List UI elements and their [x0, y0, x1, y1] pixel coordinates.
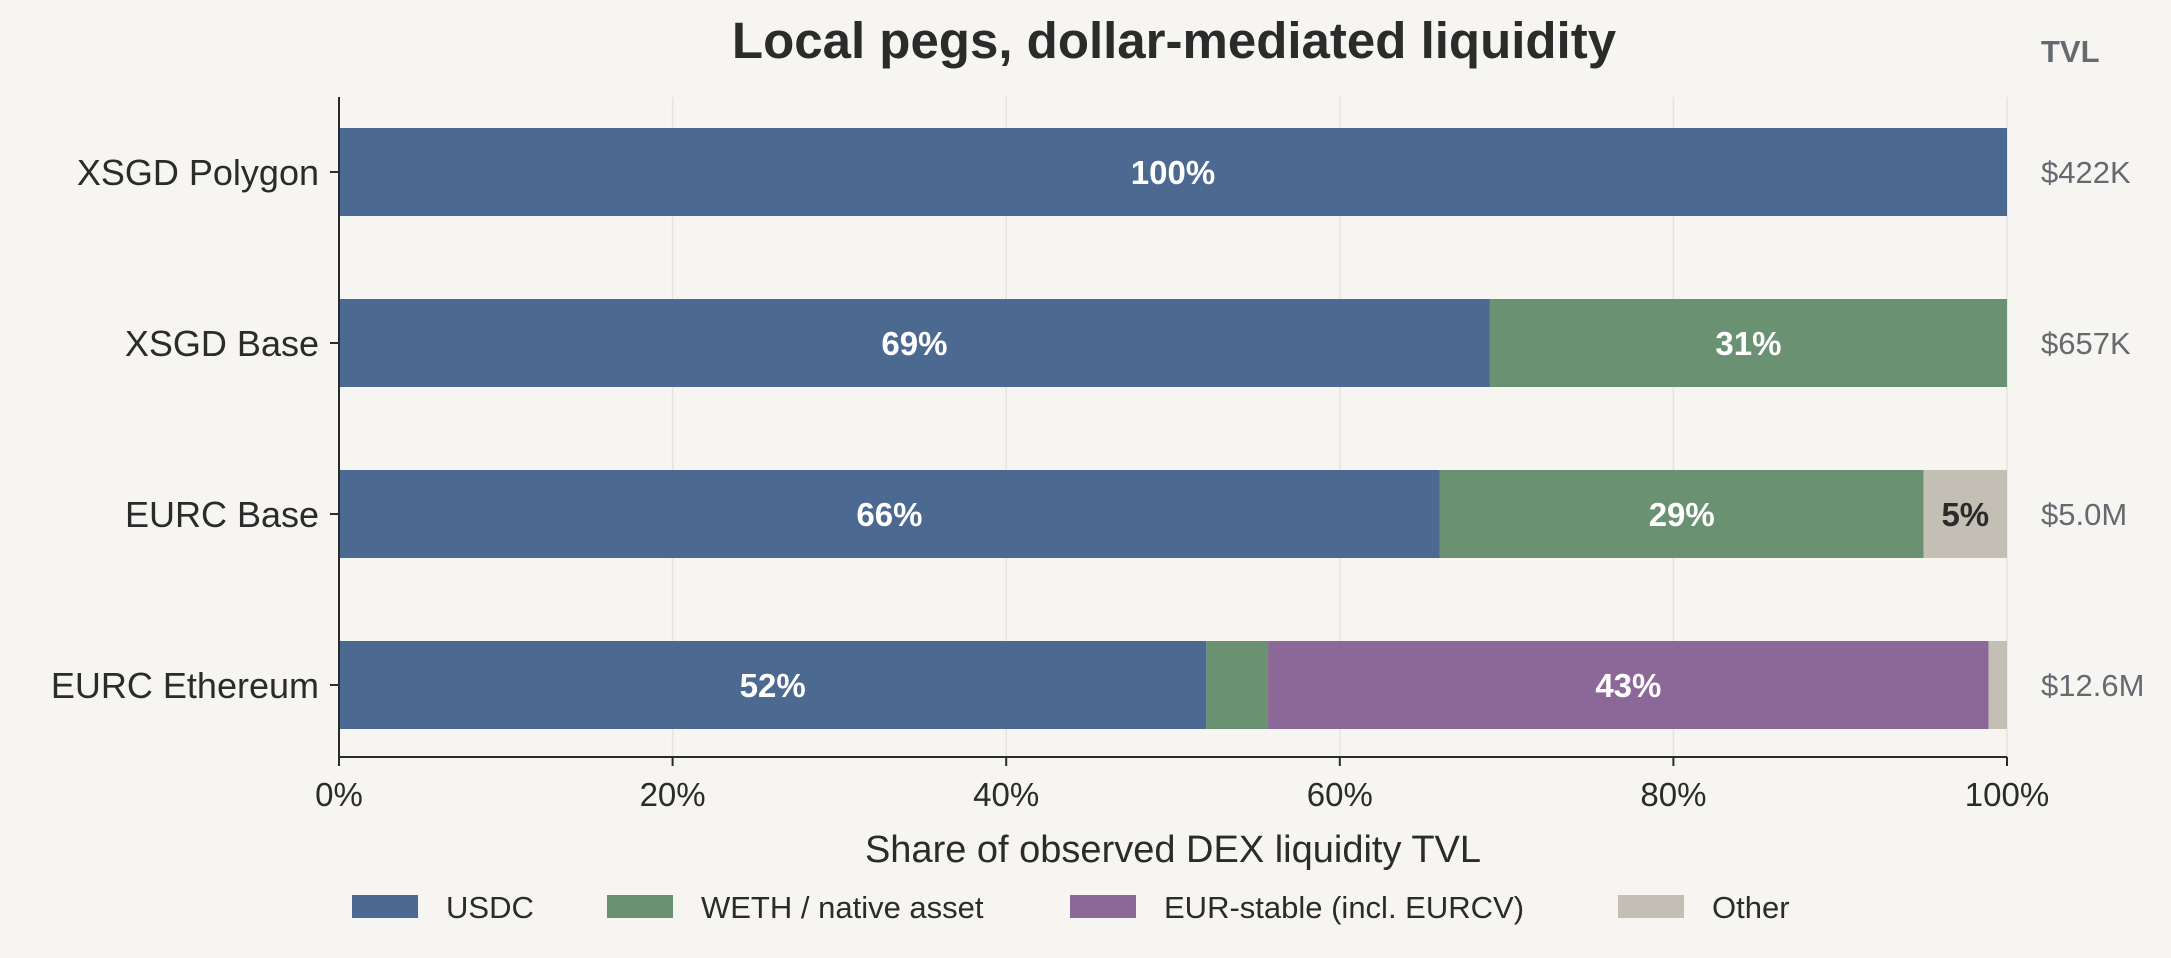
bar-value-label: 43%: [1595, 667, 1661, 704]
tvl-value: $5.0M: [2041, 497, 2127, 532]
category-label: EURC Ethereum: [51, 665, 319, 706]
bar-value-label: 31%: [1715, 325, 1781, 362]
legend-swatch: [1618, 895, 1684, 918]
x-tick-label: 0%: [315, 776, 363, 813]
bar-segment: [339, 641, 1207, 729]
x-tick-label: 80%: [1640, 776, 1706, 813]
bar-segment: [339, 128, 2007, 216]
legend-label: USDC: [446, 890, 534, 925]
bar-segment: [1988, 641, 2007, 729]
x-tick-label: 60%: [1307, 776, 1373, 813]
bar-value-label: 100%: [1131, 154, 1215, 191]
legend-label: Other: [1712, 890, 1790, 925]
category-label: EURC Base: [125, 494, 319, 535]
tvl-value: $422K: [2041, 155, 2131, 190]
legend-swatch: [1070, 895, 1136, 918]
bar-segment: [1439, 470, 1924, 558]
bar-value-label: 69%: [881, 325, 947, 362]
bar-value-label: 29%: [1649, 496, 1715, 533]
category-label: XSGD Polygon: [77, 152, 319, 193]
bars: 100% 69% 31% 66% 29% 5% 52% 43%: [339, 128, 2007, 729]
tvl-value: $12.6M: [2041, 668, 2144, 703]
tvl-value: $657K: [2041, 326, 2131, 361]
bar-segment: [1923, 470, 2007, 558]
bar-value-label: 52%: [740, 667, 806, 704]
bar-value-label: 66%: [856, 496, 922, 533]
bar-segment: [339, 299, 1490, 387]
bar-segment: [339, 470, 1440, 558]
category-label: XSGD Base: [125, 323, 319, 364]
legend: USDC WETH / native asset EUR-stable (incl.…: [352, 890, 1790, 925]
bar-segment: [1268, 641, 1989, 729]
axes: 0% 20% 40% 60% 80% 100% XSGD Polygon $422K XSGD …: [51, 97, 2144, 813]
tvl-column-header: TVL: [2041, 34, 2100, 69]
x-axis-title: Share of observed DEX liquidity TVL: [865, 829, 1481, 871]
legend-label: WETH / native asset: [701, 890, 984, 925]
legend-label: EUR-stable (incl. EURCV): [1164, 890, 1524, 925]
legend-swatch: [352, 895, 418, 918]
x-tick-label: 40%: [973, 776, 1039, 813]
x-tick-label: 100%: [1965, 776, 2049, 813]
bar-value-label: 5%: [1941, 496, 1989, 533]
legend-swatch: [607, 895, 673, 918]
x-tick-label: 20%: [640, 776, 706, 813]
chart-title: Local pegs, dollar-mediated liquidity: [732, 12, 1617, 69]
bar-segment: [1489, 299, 2007, 387]
bar-segment: [1206, 641, 1269, 729]
